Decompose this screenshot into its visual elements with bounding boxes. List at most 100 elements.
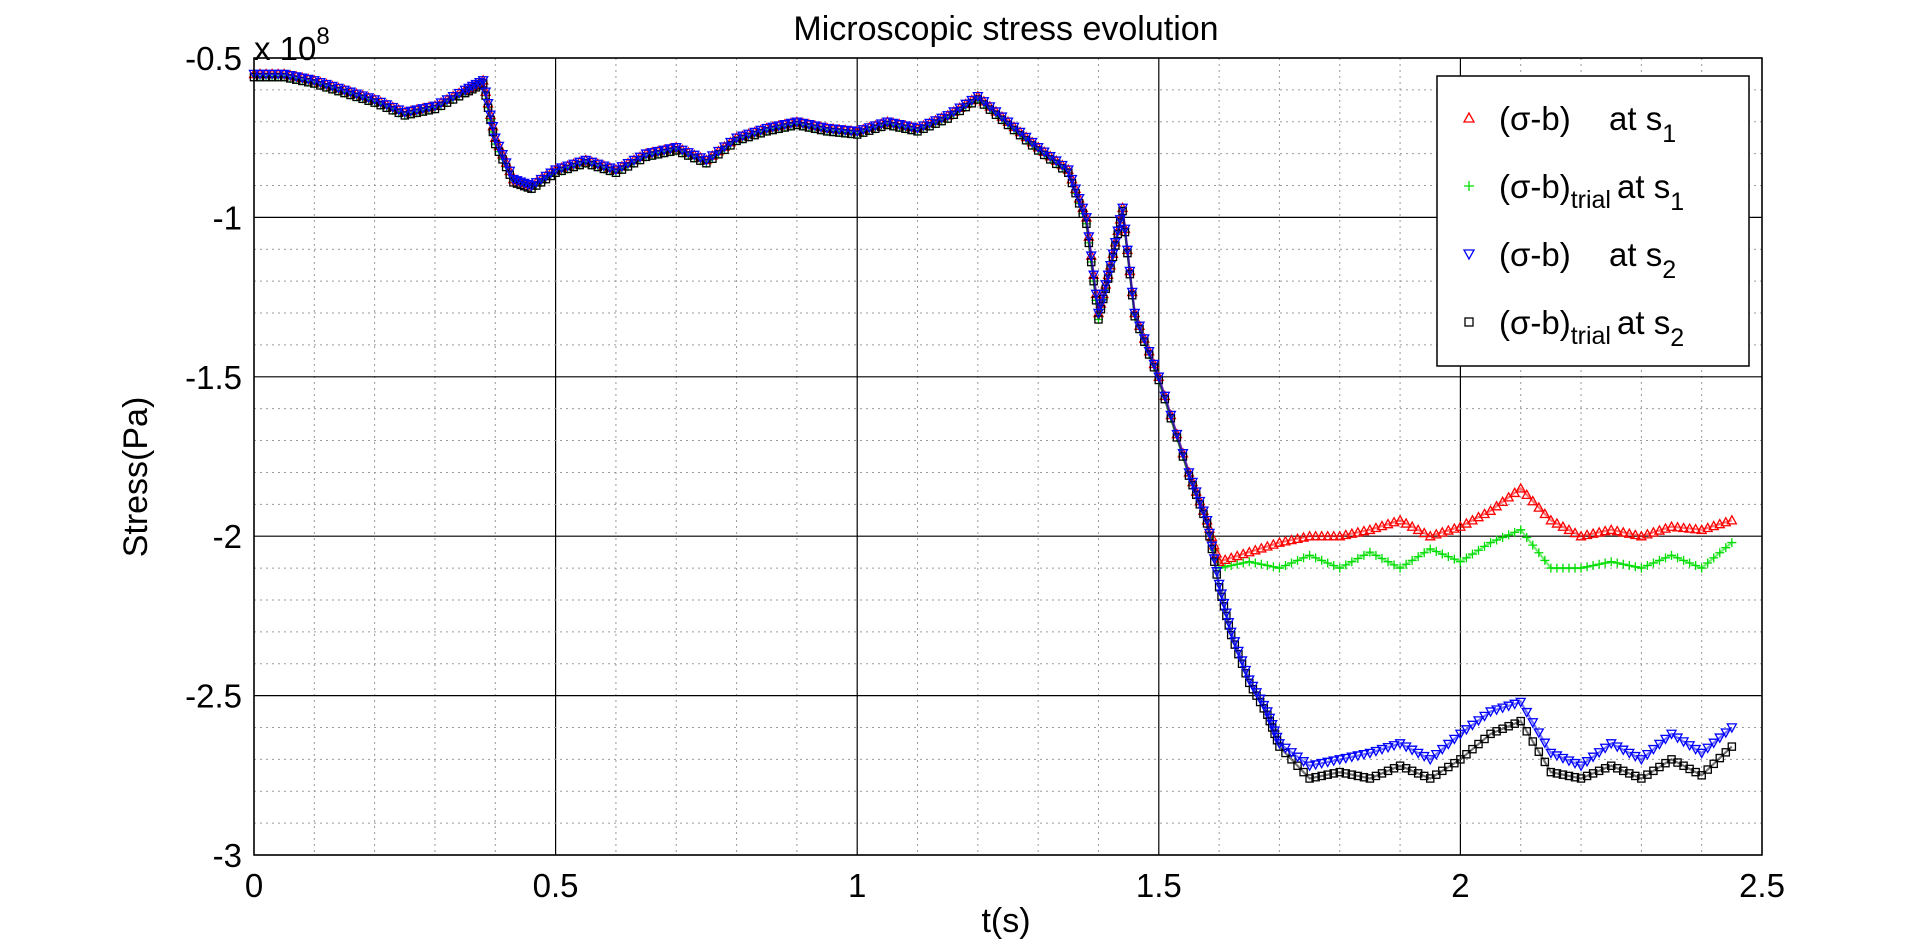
data-point <box>1236 656 1248 667</box>
legend-marker <box>1462 249 1476 261</box>
data-point <box>1225 627 1237 638</box>
data-point <box>530 178 542 189</box>
data-point <box>1026 137 1038 149</box>
data-point <box>1534 747 1544 756</box>
x-tick-label: 0.5 <box>533 867 579 904</box>
data-point <box>1232 646 1245 657</box>
legend: (σ-b) at s1(σ-b)trial at s1(σ-b) at s2(σ-b)… <box>1436 75 1750 367</box>
data-point <box>887 118 899 129</box>
y-tick-label: -2 <box>213 518 242 555</box>
data-point <box>500 158 512 169</box>
data-point <box>1690 523 1702 534</box>
data-point <box>1370 746 1382 757</box>
data-point <box>1097 289 1109 300</box>
data-point <box>1424 755 1436 766</box>
data-point <box>1677 522 1690 533</box>
data-point <box>1576 774 1586 783</box>
data-point <box>1335 767 1345 777</box>
data-point <box>984 102 996 113</box>
data-point <box>1126 287 1138 298</box>
data-point <box>863 123 875 134</box>
data-point <box>1382 742 1394 754</box>
data-point <box>1377 554 1387 564</box>
y-exponent-base: x 10 <box>254 30 316 67</box>
data-point <box>827 124 839 135</box>
data-point <box>1143 347 1155 358</box>
data-point <box>423 102 435 113</box>
legend-label: (σ-b)trial at s2 <box>1499 304 1684 352</box>
data-point <box>540 171 552 182</box>
data-point <box>960 99 972 110</box>
data-point <box>1080 213 1093 224</box>
data-point <box>881 117 893 128</box>
data-point <box>1340 753 1352 764</box>
data-point <box>1340 529 1352 540</box>
data-point <box>1709 759 1718 769</box>
data-point <box>972 92 984 103</box>
data-point <box>1293 555 1303 565</box>
legend-item: (σ-b) at s2 <box>1462 236 1676 284</box>
data-point <box>736 131 749 142</box>
data-point <box>779 120 791 131</box>
data-point <box>1129 308 1141 319</box>
data-point <box>545 168 557 179</box>
data-point <box>1563 523 1575 535</box>
data-point <box>1522 727 1532 736</box>
data-point <box>1395 761 1405 770</box>
data-point <box>1636 563 1646 573</box>
data-point <box>1310 530 1322 541</box>
data-point <box>1727 742 1737 751</box>
data-point <box>1014 127 1026 138</box>
data-point <box>1359 550 1369 560</box>
data-point <box>1297 531 1310 542</box>
data-point <box>1203 528 1216 539</box>
data-point <box>1073 194 1085 205</box>
data-point <box>1418 527 1430 538</box>
data-point <box>917 121 930 132</box>
data-point <box>1606 557 1616 567</box>
data-point <box>1533 501 1545 512</box>
data-point <box>1365 774 1375 783</box>
data-point <box>1624 561 1634 571</box>
data-point <box>1406 520 1418 531</box>
data-point <box>996 112 1008 123</box>
data-point <box>525 181 538 192</box>
data-point <box>923 118 936 129</box>
data-point <box>1564 771 1574 781</box>
data-point <box>1323 558 1333 568</box>
data-point <box>1215 589 1228 600</box>
data-point <box>1117 203 1129 214</box>
data-point <box>1575 761 1587 772</box>
legend-item: (σ-b)trial at s1 <box>1464 168 1684 216</box>
data-point <box>1197 506 1210 517</box>
data-point <box>1364 748 1376 759</box>
data-point <box>1114 215 1126 226</box>
data-point <box>1612 764 1622 773</box>
data-point <box>1153 372 1165 383</box>
data-point <box>1708 738 1720 749</box>
data-point <box>1133 321 1146 332</box>
data-point <box>700 155 713 166</box>
data-point <box>857 125 869 136</box>
data-point <box>616 162 628 173</box>
data-point <box>1641 750 1653 761</box>
data-point <box>1587 527 1599 538</box>
data-point <box>480 87 492 98</box>
data-point <box>1303 761 1316 772</box>
data-point <box>899 121 912 132</box>
data-point <box>930 116 942 127</box>
data-point <box>1691 561 1701 571</box>
data-point <box>535 174 547 185</box>
data-point <box>1430 750 1442 761</box>
data-point <box>1328 530 1340 541</box>
data-point <box>1311 553 1321 563</box>
x-tick-label: 1 <box>848 867 866 904</box>
data-point <box>1498 532 1508 542</box>
data-point <box>1594 559 1604 569</box>
data-point <box>417 104 429 115</box>
data-point <box>489 133 501 144</box>
data-point <box>1190 487 1202 498</box>
data-point <box>1077 203 1089 214</box>
data-point <box>1400 517 1412 528</box>
data-point <box>1262 561 1272 571</box>
